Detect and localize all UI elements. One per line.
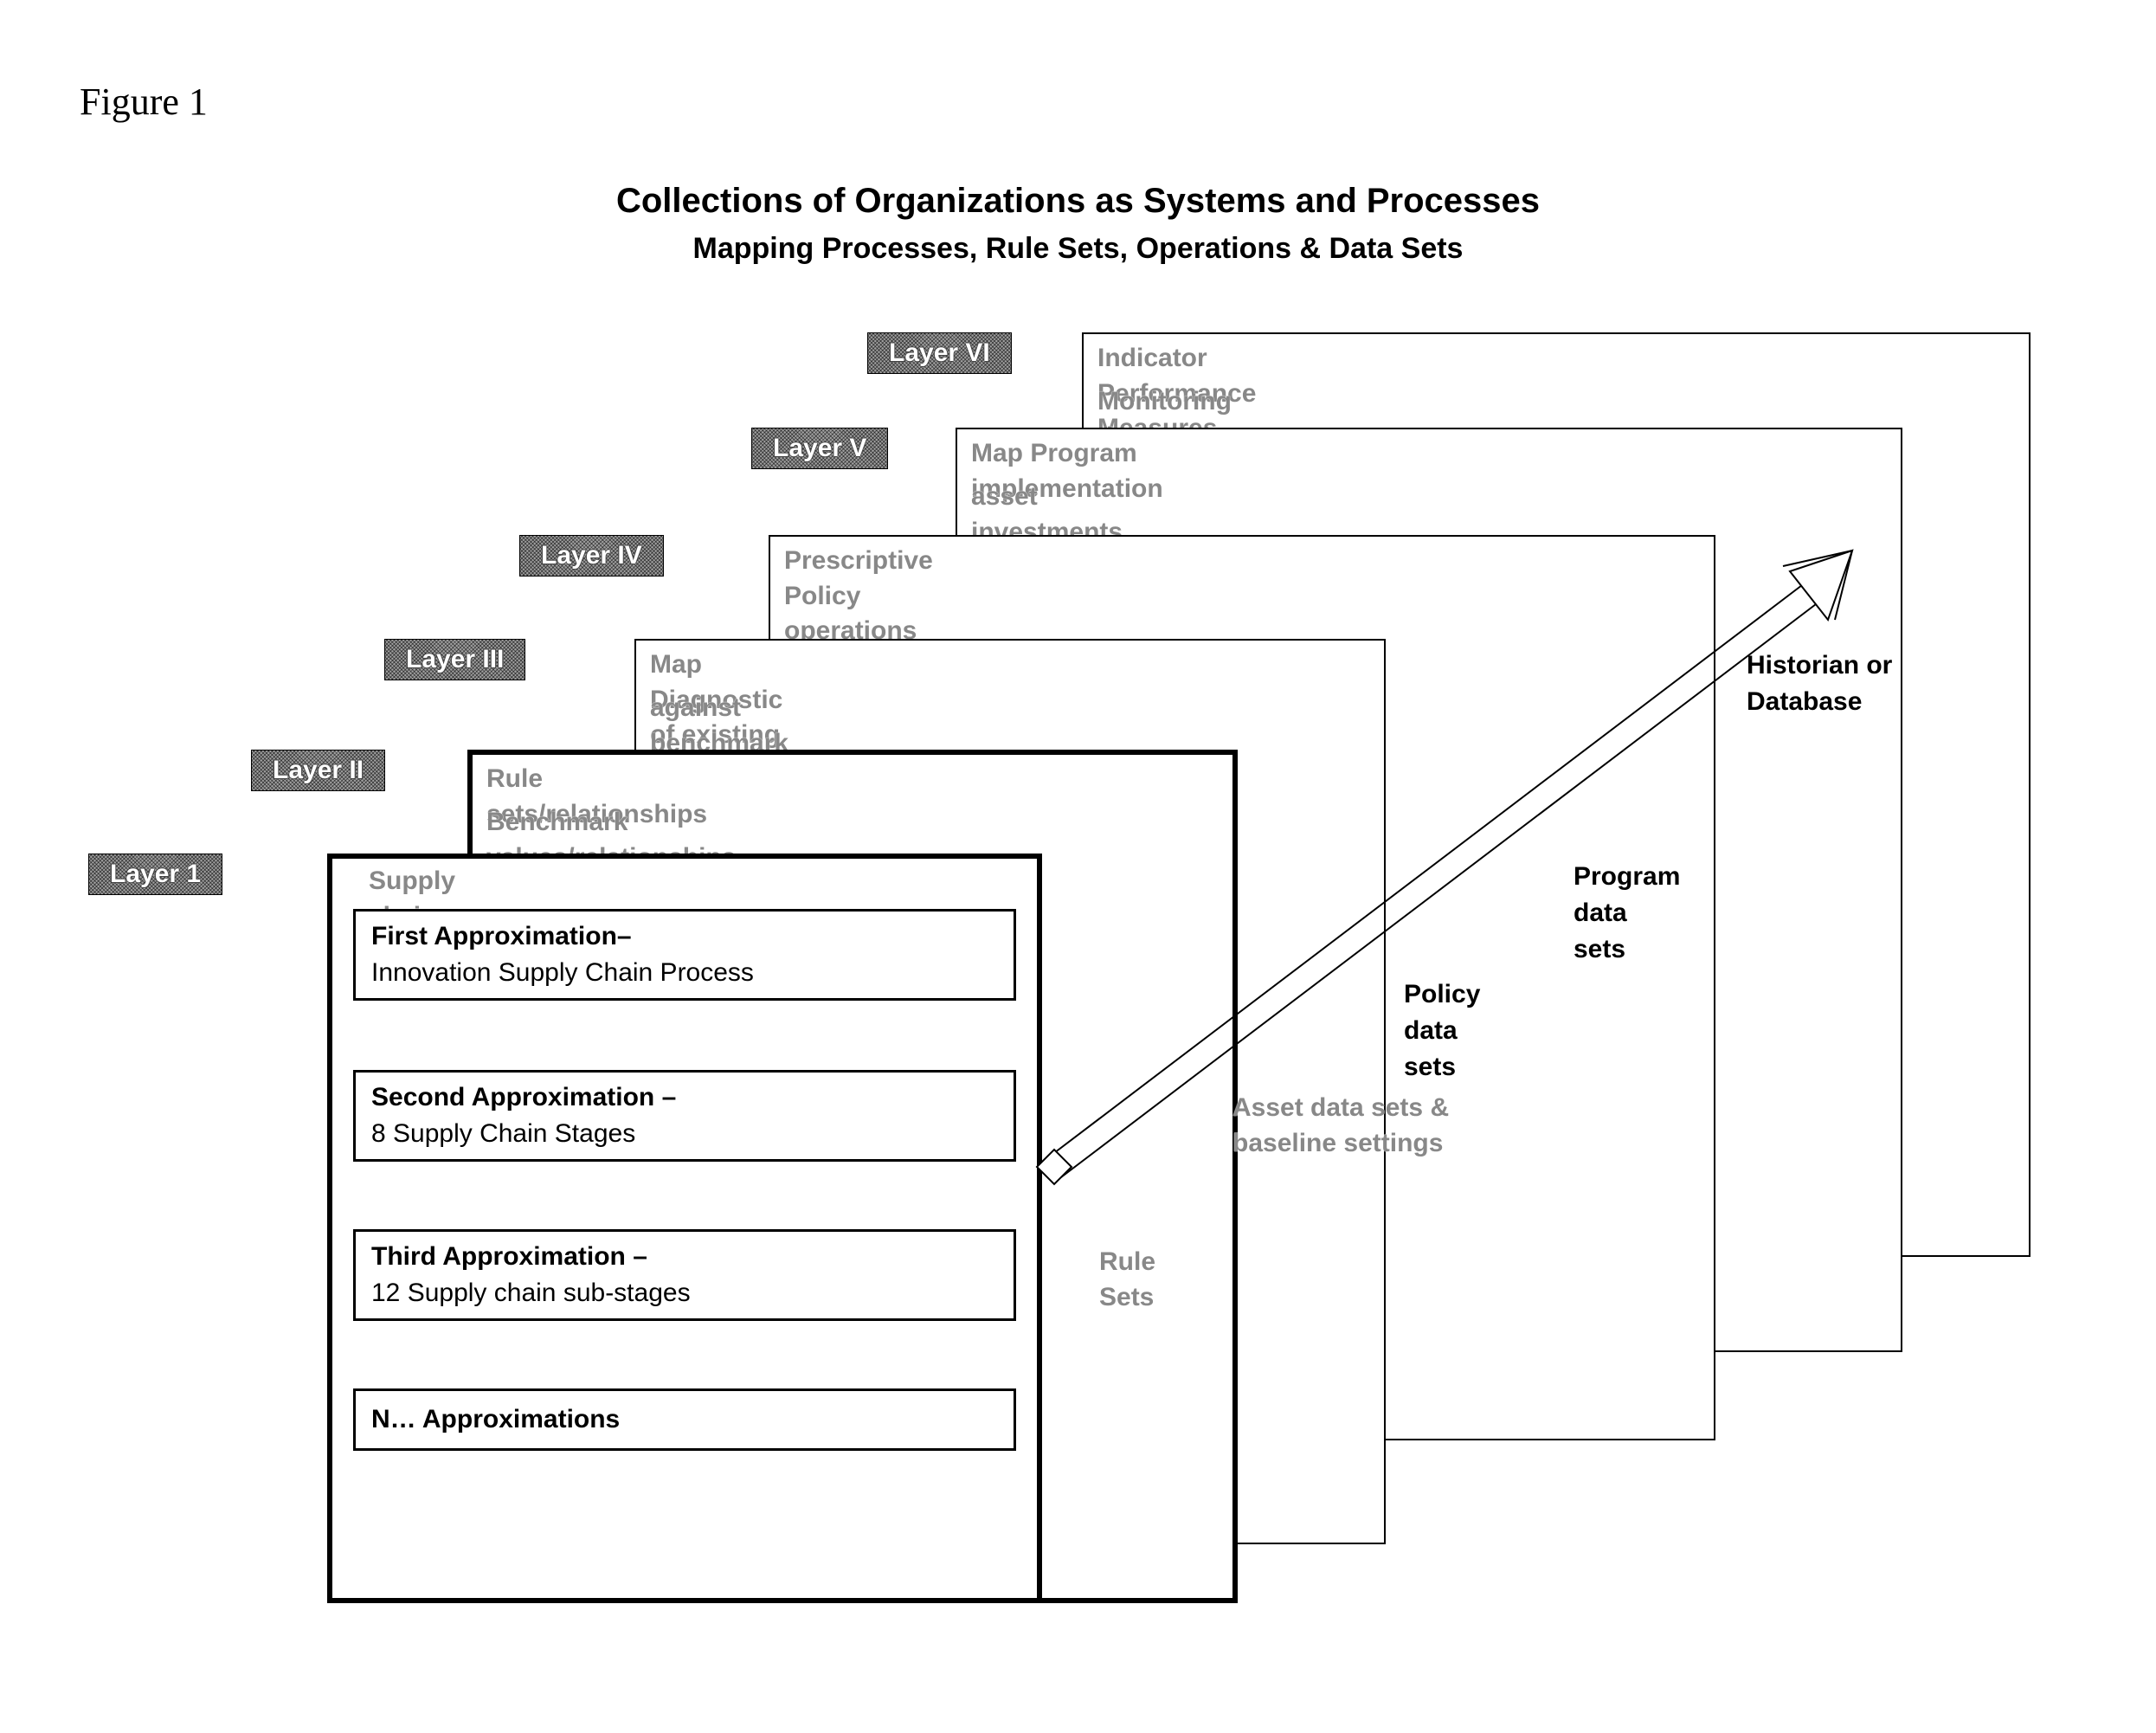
label-program-datasets: Program data sets <box>1574 859 1680 968</box>
label-historian-db: Historian or Database <box>1747 647 1937 720</box>
label-asset-datasets-text: Asset data sets & baseline settings <box>1232 1093 1449 1157</box>
diagonal-arrow <box>0 0 2156 1733</box>
label-rule-sets: Rule Sets <box>1099 1245 1155 1315</box>
label-asset-datasets: Asset data sets & baseline settings <box>1232 1091 1509 1161</box>
label-historian-db-text: Historian or Database <box>1747 651 1892 716</box>
label-policy-datasets: Policy data sets <box>1404 976 1480 1086</box>
